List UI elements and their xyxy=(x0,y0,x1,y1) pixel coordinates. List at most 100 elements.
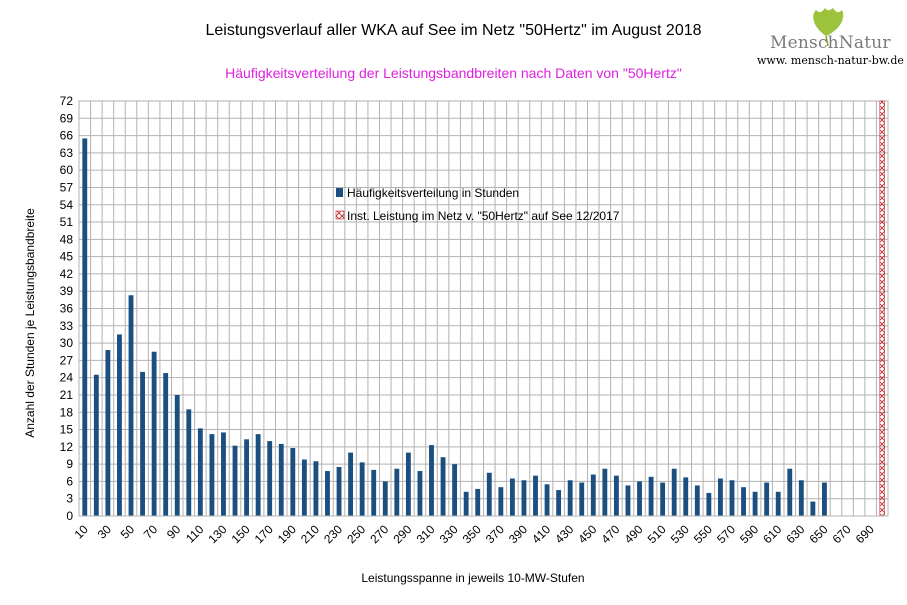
x-tick-label: 370 xyxy=(483,522,507,546)
bar xyxy=(475,488,481,516)
y-tick-label: 69 xyxy=(60,111,74,125)
bar xyxy=(405,452,411,516)
bar xyxy=(579,482,585,516)
x-tick-label: 210 xyxy=(298,522,322,546)
bar xyxy=(209,434,215,516)
bar xyxy=(787,468,793,516)
bar xyxy=(637,481,642,516)
x-tick-label: 230 xyxy=(321,522,345,546)
logo-wordmark: MenschNatur xyxy=(770,33,891,53)
bar xyxy=(140,371,145,516)
bar xyxy=(752,491,758,516)
bar xyxy=(613,475,619,516)
bar xyxy=(232,445,238,516)
x-tick-label: 130 xyxy=(206,522,230,546)
x-tick-label: 310 xyxy=(414,522,438,546)
x-tick-label: 10 xyxy=(72,522,92,542)
legend-swatch-frequency xyxy=(336,188,343,197)
bar xyxy=(267,441,273,516)
capacity-bar xyxy=(879,100,885,517)
bar xyxy=(174,394,180,516)
bar xyxy=(348,452,354,516)
chart-subtitle: Häufigkeitsverteilung der Leistungsbandb… xyxy=(225,65,682,81)
y-tick-label: 39 xyxy=(60,284,74,298)
x-tick-label: 350 xyxy=(460,522,484,546)
legend-label-capacity: Inst. Leistung im Netz v. "50Hertz" auf … xyxy=(347,209,620,223)
bar xyxy=(163,373,169,516)
y-tick-label: 6 xyxy=(66,474,73,488)
bar xyxy=(822,482,827,516)
x-tick-label: 590 xyxy=(737,522,761,546)
bar xyxy=(197,428,203,516)
x-tick-label: 50 xyxy=(118,522,138,542)
bar xyxy=(706,492,712,516)
bar xyxy=(533,475,538,516)
y-tick-label: 24 xyxy=(60,371,74,385)
x-tick-label: 690 xyxy=(853,522,877,546)
bar xyxy=(741,487,746,516)
y-tick-label: 30 xyxy=(60,336,74,350)
y-tick-label: 27 xyxy=(60,353,74,367)
bar xyxy=(255,434,261,516)
bar xyxy=(382,481,388,516)
y-tick-label: 54 xyxy=(60,198,74,212)
bar xyxy=(498,487,504,516)
y-axis: 0369121518212427303336394245485154576063… xyxy=(60,94,80,523)
y-tick-label: 36 xyxy=(60,302,74,316)
bar xyxy=(186,409,192,516)
bar xyxy=(590,474,596,516)
bar xyxy=(313,461,319,516)
y-tick-label: 57 xyxy=(60,180,74,194)
bar xyxy=(683,477,689,516)
bar xyxy=(509,478,515,516)
bar xyxy=(452,464,458,516)
ginkgo-leaf-icon xyxy=(813,8,844,47)
bar xyxy=(290,447,296,516)
bar xyxy=(429,445,434,516)
x-tick-label: 570 xyxy=(714,522,738,546)
bar xyxy=(440,457,446,516)
x-axis: 10 30 50 70 90 110 130 150 170 190 210 230 250 270 290… xyxy=(72,515,888,546)
bar xyxy=(128,295,134,516)
bar xyxy=(394,468,400,516)
bar xyxy=(151,351,157,516)
x-axis-label: Leistungsspanne in jeweils 10-MW-Stufen xyxy=(361,571,584,585)
x-tick-label: 290 xyxy=(390,522,414,546)
x-tick-label: 110 xyxy=(183,522,207,546)
x-tick-label: 630 xyxy=(783,522,807,546)
x-tick-label: 430 xyxy=(552,522,576,546)
bar xyxy=(93,374,99,516)
legend-swatch-capacity xyxy=(335,210,345,220)
y-tick-label: 42 xyxy=(60,267,74,281)
legend: Häufigkeitsverteilung in Stunden Inst. L… xyxy=(335,186,620,223)
bar xyxy=(301,459,307,516)
y-tick-label: 60 xyxy=(60,163,74,177)
capacity-series xyxy=(879,100,885,517)
bar xyxy=(278,443,284,516)
bar xyxy=(544,484,550,516)
bar xyxy=(648,476,654,516)
logo-url: www. mensch-natur-bw.de xyxy=(757,54,904,67)
y-tick-label: 18 xyxy=(60,405,74,419)
bar xyxy=(764,482,770,516)
y-axis-label: Anzahl der Stunden je Leistungsbandbreit… xyxy=(23,208,37,438)
y-tick-label: 21 xyxy=(60,388,74,402)
bar xyxy=(371,469,377,516)
x-tick-label: 450 xyxy=(575,522,599,546)
x-tick-label: 330 xyxy=(437,522,461,546)
bar xyxy=(671,468,677,516)
bar xyxy=(221,432,226,516)
y-tick-label: 15 xyxy=(60,423,74,437)
y-tick-label: 33 xyxy=(60,319,74,333)
bar xyxy=(625,485,631,516)
bar xyxy=(729,480,735,516)
bar xyxy=(775,491,781,516)
x-tick-label: 410 xyxy=(529,522,553,546)
x-tick-label: 190 xyxy=(275,522,299,546)
bar xyxy=(660,482,666,516)
x-tick-label: 610 xyxy=(760,522,784,546)
y-tick-label: 9 xyxy=(66,457,73,471)
bar xyxy=(486,472,492,516)
y-tick-label: 72 xyxy=(60,94,74,108)
chart-title: Leistungsverlauf aller WKA auf See im Ne… xyxy=(205,22,702,39)
